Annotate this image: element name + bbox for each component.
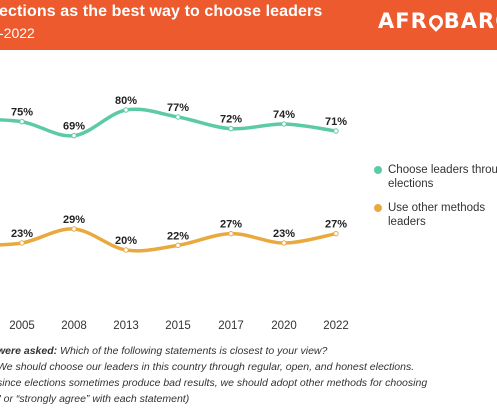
x-tick-label-2013: 2013 <box>113 320 139 332</box>
data-point-1-6 <box>333 230 339 237</box>
brand-logo-text-a: AFR <box>378 9 428 33</box>
footnote-question: were asked: Which of the following state… <box>0 343 427 359</box>
data-point-1-3 <box>175 242 181 249</box>
chart-title: ections as the best way to choose leader… <box>0 3 323 20</box>
data-point-1-4 <box>228 230 234 237</box>
data-label-0-4: 72% <box>220 114 242 126</box>
brand-logo: AFR BARO <box>378 9 497 33</box>
footnote-statement-1: We should choose our leaders in this cou… <box>0 361 415 373</box>
data-point-0-5 <box>281 121 287 127</box>
x-tick-label-2020: 2020 <box>271 320 297 332</box>
chart-subtitle: -2022 <box>0 25 35 41</box>
data-point-1-0 <box>19 240 25 246</box>
x-tick-label-2017: 2017 <box>218 320 244 332</box>
legend-label-elections-2: elections <box>388 178 434 190</box>
data-label-0-0: 75% <box>11 107 33 119</box>
footnote: were asked: Which of the following state… <box>0 343 427 407</box>
legend: Choose leaders throu elections Use other… <box>372 163 497 239</box>
data-point-0-3 <box>175 114 181 120</box>
data-label-1-0: 23% <box>11 228 33 240</box>
data-label-1-4: 27% <box>220 219 242 231</box>
x-tick-label-2005: 2005 <box>9 320 35 332</box>
legend-label-other-2: leaders <box>388 216 426 228</box>
data-label-0-6: 71% <box>325 116 347 128</box>
series-line-1 <box>0 227 338 253</box>
data-label-1-2: 20% <box>115 235 137 247</box>
x-tick-label-2008: 2008 <box>61 320 87 332</box>
location-pin-icon <box>425 12 446 32</box>
legend-dot-other-methods <box>374 204 382 212</box>
data-label-0-3: 77% <box>167 102 189 114</box>
x-tick-label-2022: 2022 <box>323 320 349 332</box>
footnote-note: " or “strongly agree” with each statemen… <box>0 393 190 405</box>
data-label-1-6: 27% <box>325 219 347 231</box>
footnote-lead: were asked: <box>0 345 58 357</box>
series-line-0 <box>0 107 338 138</box>
data-label-1-5: 23% <box>273 228 295 240</box>
legend-item-elections: Choose leaders throu elections <box>372 163 497 191</box>
header-banner: ections as the best way to choose leader… <box>0 0 497 50</box>
footnote-statement-2: since elections sometimes produce bad re… <box>0 377 428 389</box>
legend-label-other-1: Use other methods <box>388 202 486 214</box>
data-point-0-2 <box>123 107 129 113</box>
data-label-0-1: 69% <box>63 121 85 133</box>
data-point-0-0 <box>19 118 25 125</box>
data-point-0-1 <box>71 132 77 139</box>
x-tick-label-2015: 2015 <box>165 320 191 332</box>
data-point-1-1 <box>71 226 77 232</box>
data-label-0-5: 74% <box>273 109 295 121</box>
data-point-1-2 <box>123 247 129 253</box>
legend-label-elections-1: Choose leaders throu <box>388 164 497 176</box>
legend-dot-elections <box>374 166 382 174</box>
brand-logo-text-b: BARO <box>443 9 497 33</box>
data-label-1-3: 22% <box>167 230 189 242</box>
legend-item-other-methods: Use other methods leaders <box>372 201 497 229</box>
footnote-question-text: Which of the following statements is clo… <box>57 345 328 357</box>
line-chart: 75% 69% 80% 77% 72% 74% 71% 23% 29% 20% 22% 27% 23% 2… <box>0 95 349 332</box>
data-point-0-4 <box>228 125 234 132</box>
data-label-1-1: 29% <box>63 214 85 226</box>
data-label-0-2: 80% <box>115 95 137 107</box>
data-point-1-5 <box>281 240 287 246</box>
data-point-0-6 <box>333 128 339 134</box>
